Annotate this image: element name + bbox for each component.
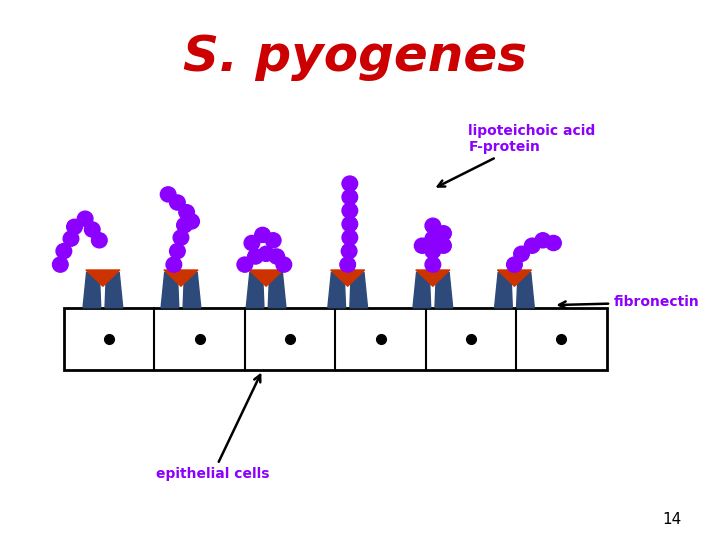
Polygon shape — [105, 273, 122, 308]
Text: lipoteichoic acid
F-protein: lipoteichoic acid F-protein — [438, 124, 595, 186]
Ellipse shape — [266, 233, 281, 248]
Ellipse shape — [184, 214, 199, 229]
Ellipse shape — [269, 249, 284, 264]
Polygon shape — [416, 270, 450, 286]
Polygon shape — [435, 273, 453, 308]
Ellipse shape — [524, 238, 540, 253]
Polygon shape — [83, 273, 101, 308]
Ellipse shape — [436, 226, 451, 241]
Ellipse shape — [535, 233, 551, 248]
Ellipse shape — [173, 230, 189, 245]
Ellipse shape — [546, 235, 562, 251]
Ellipse shape — [342, 217, 358, 232]
Ellipse shape — [56, 244, 72, 259]
Polygon shape — [516, 273, 534, 308]
Ellipse shape — [258, 246, 274, 261]
Ellipse shape — [166, 257, 181, 272]
Ellipse shape — [425, 218, 441, 233]
Ellipse shape — [276, 257, 292, 272]
Ellipse shape — [342, 176, 358, 191]
Ellipse shape — [340, 257, 356, 272]
Ellipse shape — [507, 257, 522, 272]
Polygon shape — [328, 273, 346, 308]
Text: S. pyogenes: S. pyogenes — [183, 33, 527, 80]
Ellipse shape — [425, 231, 441, 246]
Ellipse shape — [425, 244, 441, 259]
Ellipse shape — [425, 257, 441, 272]
Text: fibronectin: fibronectin — [559, 295, 700, 309]
Polygon shape — [269, 273, 286, 308]
Polygon shape — [498, 270, 531, 286]
Ellipse shape — [63, 231, 78, 246]
Ellipse shape — [436, 238, 451, 253]
Polygon shape — [495, 273, 513, 308]
Polygon shape — [246, 273, 264, 308]
Ellipse shape — [179, 205, 194, 220]
Polygon shape — [164, 270, 198, 286]
Polygon shape — [86, 270, 120, 286]
Ellipse shape — [237, 257, 253, 272]
Polygon shape — [183, 273, 201, 308]
Ellipse shape — [248, 249, 264, 264]
Ellipse shape — [67, 219, 82, 234]
Ellipse shape — [53, 257, 68, 272]
Polygon shape — [350, 273, 368, 308]
Ellipse shape — [170, 244, 185, 259]
Polygon shape — [161, 273, 179, 308]
Polygon shape — [413, 273, 431, 308]
Ellipse shape — [255, 227, 270, 242]
Ellipse shape — [176, 218, 192, 233]
Ellipse shape — [342, 203, 358, 218]
Text: 14: 14 — [662, 511, 681, 526]
Ellipse shape — [244, 235, 260, 251]
Ellipse shape — [161, 187, 176, 202]
Polygon shape — [330, 270, 365, 286]
Ellipse shape — [514, 246, 529, 261]
Ellipse shape — [341, 244, 357, 259]
Ellipse shape — [342, 190, 358, 205]
Ellipse shape — [170, 195, 185, 210]
Bar — [64, 308, 607, 370]
Ellipse shape — [91, 233, 107, 248]
Text: epithelial cells: epithelial cells — [156, 375, 269, 481]
Ellipse shape — [77, 211, 93, 226]
Polygon shape — [249, 270, 283, 286]
Ellipse shape — [84, 222, 100, 237]
Ellipse shape — [415, 238, 430, 253]
Ellipse shape — [342, 230, 358, 245]
